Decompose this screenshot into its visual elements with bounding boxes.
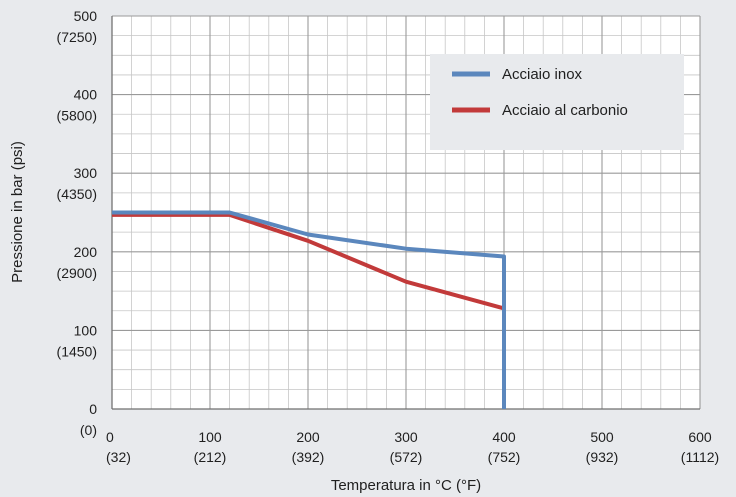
y-tick-sublabel: (4350) [57,186,97,202]
legend-box [430,54,684,150]
x-tick-sublabel: (932) [586,449,619,465]
series-layer [112,210,506,409]
x-tick-label: 200 [296,429,320,445]
y-tick-sublabel: (7250) [57,29,97,45]
legend-label: Acciaio al carbonio [502,102,628,119]
y-tick-label: 300 [74,165,98,181]
y-tick-sublabel: (2900) [57,265,97,281]
y-tick-label: 100 [74,322,98,338]
x-tick-label: 400 [492,429,516,445]
series-line-acciaio-inox [112,210,506,409]
legend: Acciaio inox Acciaio al carbonio [452,66,628,119]
x-tick-sublabel: (1112) [681,449,719,465]
x-axis-ticks: 0 (32) 100 (212) 200 (392) 300 (572) 400 (752) 500… [106,429,719,465]
x-tick-sublabel: (32) [106,449,131,465]
y-tick-label: 200 [74,244,98,260]
x-tick-label: 0 [106,429,114,445]
legend-label: Acciaio inox [502,66,583,83]
y-tick-sublabel: (5800) [57,108,97,124]
y-tick-sublabel: (0) [80,422,97,438]
y-axis-ticks: 0 (0) 100 (1450) 200 (2900) 300 (4350) 400 (5800)… [57,8,98,438]
y-axis-title: Pressione in bar (psi) [9,141,26,283]
y-tick-label: 500 [74,8,98,24]
x-tick-label: 300 [394,429,418,445]
x-tick-sublabel: (752) [488,449,521,465]
x-tick-label: 500 [590,429,614,445]
x-tick-label: 100 [198,429,222,445]
x-tick-sublabel: (572) [390,449,423,465]
x-tick-label: 600 [688,429,712,445]
x-tick-sublabel: (212) [194,449,227,465]
x-tick-sublabel: (392) [292,449,325,465]
y-tick-sublabel: (1450) [57,343,97,359]
y-tick-label: 0 [89,401,97,417]
y-tick-label: 400 [74,87,98,103]
x-axis-title: Temperatura in °C (°F) [331,477,481,494]
